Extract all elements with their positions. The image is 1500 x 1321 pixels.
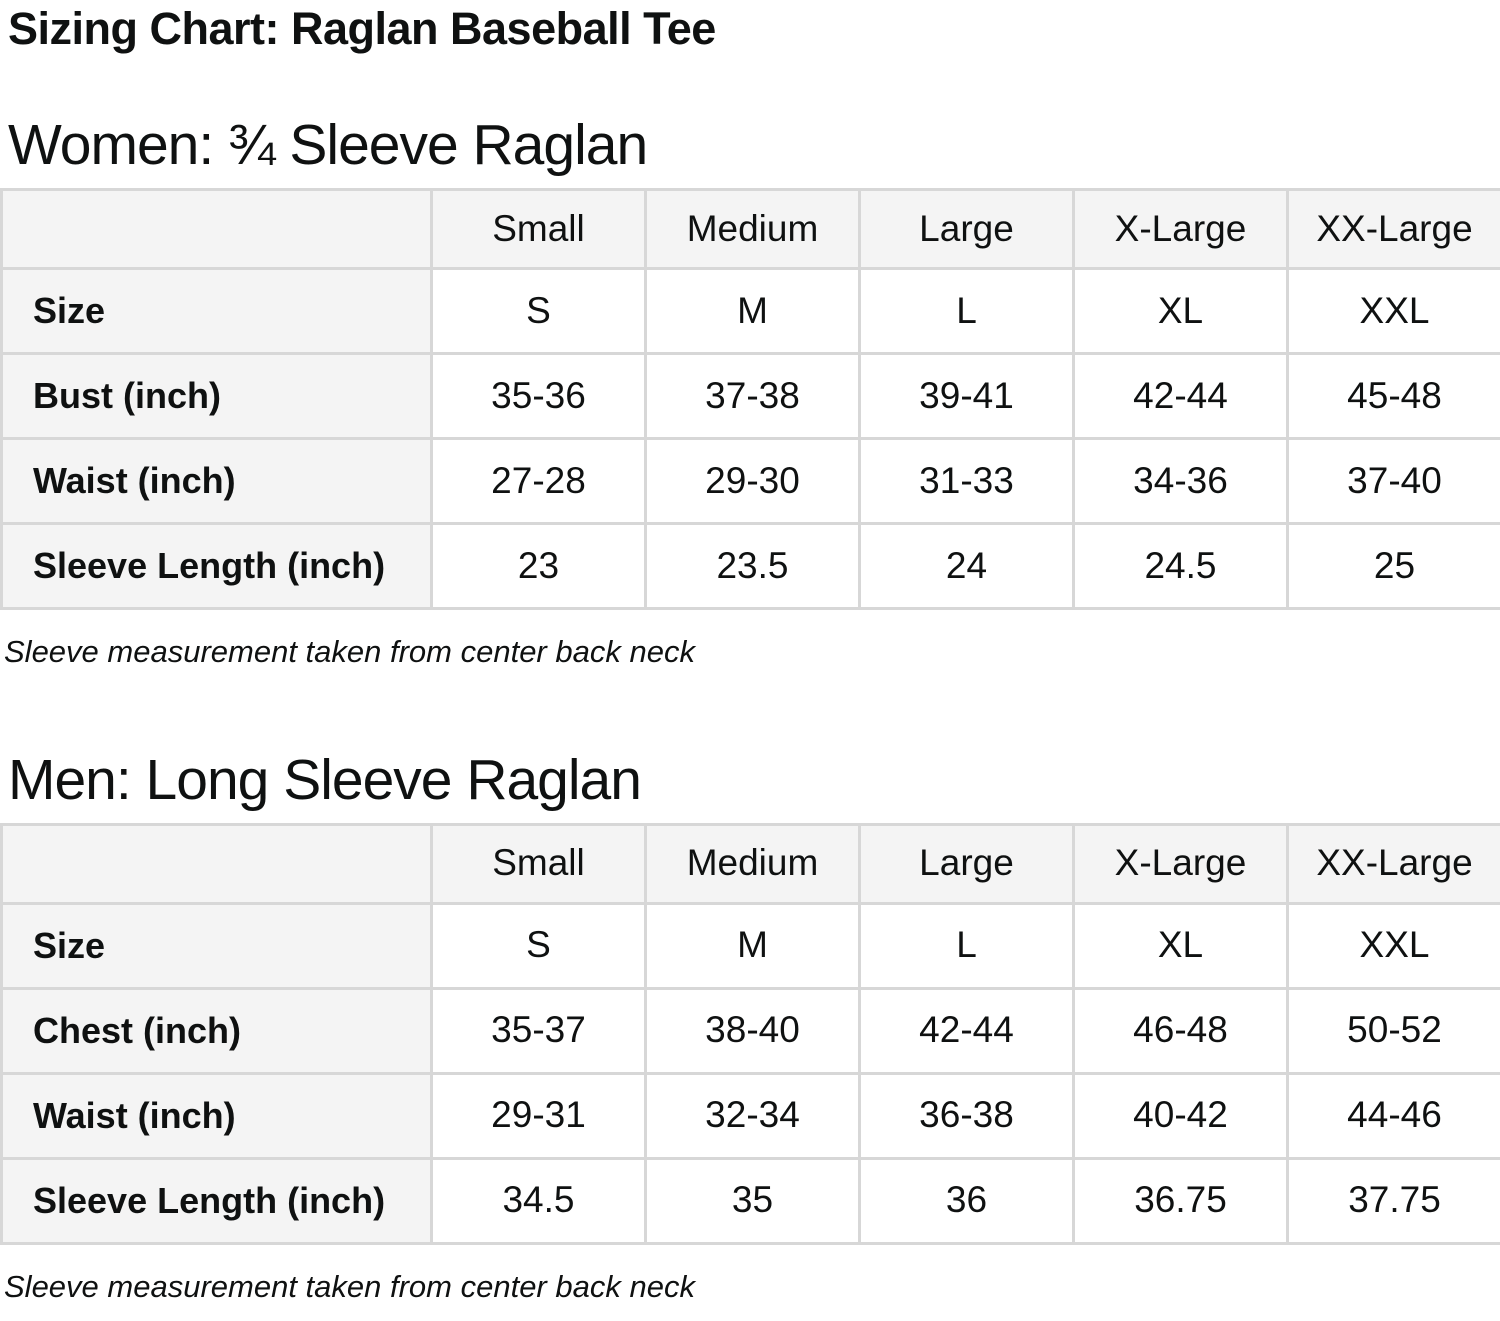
table-cell: 36.75 — [1074, 1158, 1288, 1243]
table-cell: 36 — [860, 1158, 1074, 1243]
table-cell: 32-34 — [646, 1073, 860, 1158]
women-row-bust: Bust (inch) 35-36 37-38 39-41 42-44 45-4… — [2, 354, 1500, 439]
table-cell: 37-40 — [1288, 439, 1500, 524]
table-cell: XXL — [1288, 269, 1500, 354]
column-header-xlarge: X-Large — [1074, 190, 1288, 269]
table-cell: 34-36 — [1074, 439, 1288, 524]
table-cell: S — [432, 903, 646, 988]
table-cell: 35 — [646, 1158, 860, 1243]
column-header-xlarge: X-Large — [1074, 824, 1288, 903]
row-label-bust: Bust (inch) — [2, 354, 432, 439]
table-cell: 35-36 — [432, 354, 646, 439]
table-cell: XXL — [1288, 903, 1500, 988]
table-cell: 23.5 — [646, 524, 860, 609]
table-cell: XL — [1074, 269, 1288, 354]
table-cell: 46-48 — [1074, 988, 1288, 1073]
table-cell: 31-33 — [860, 439, 1074, 524]
table-cell: 25 — [1288, 524, 1500, 609]
women-header-row: Small Medium Large X-Large XX-Large — [2, 190, 1500, 269]
column-header-small: Small — [432, 824, 646, 903]
women-section: Women: ¾ Sleeve Raglan Small Medium Larg… — [0, 117, 1500, 670]
table-cell: M — [646, 269, 860, 354]
women-size-table: Small Medium Large X-Large XX-Large Size… — [0, 188, 1500, 610]
table-cell: 42-44 — [860, 988, 1074, 1073]
women-row-sleeve-length: Sleeve Length (inch) 23 23.5 24 24.5 25 — [2, 524, 1500, 609]
corner-cell — [2, 824, 432, 903]
column-header-medium: Medium — [646, 190, 860, 269]
table-cell: 24.5 — [1074, 524, 1288, 609]
table-cell: 29-31 — [432, 1073, 646, 1158]
men-size-table: Small Medium Large X-Large XX-Large Size… — [0, 823, 1500, 1245]
table-cell: 39-41 — [860, 354, 1074, 439]
table-cell: 34.5 — [432, 1158, 646, 1243]
men-sleeve-note: Sleeve measurement taken from center bac… — [4, 1269, 1500, 1305]
table-cell: 38-40 — [646, 988, 860, 1073]
men-row-chest: Chest (inch) 35-37 38-40 42-44 46-48 50-… — [2, 988, 1500, 1073]
column-header-small: Small — [432, 190, 646, 269]
table-cell: 24 — [860, 524, 1074, 609]
table-cell: M — [646, 903, 860, 988]
row-label-waist: Waist (inch) — [2, 1073, 432, 1158]
men-section: Men: Long Sleeve Raglan Small Medium Lar… — [0, 752, 1500, 1305]
row-label-size: Size — [2, 903, 432, 988]
women-sleeve-note: Sleeve measurement taken from center bac… — [4, 634, 1500, 670]
men-section-heading: Men: Long Sleeve Raglan — [8, 752, 1500, 809]
column-header-medium: Medium — [646, 824, 860, 903]
column-header-large: Large — [860, 190, 1074, 269]
table-cell: L — [860, 903, 1074, 988]
column-header-large: Large — [860, 824, 1074, 903]
table-cell: 23 — [432, 524, 646, 609]
table-cell: XL — [1074, 903, 1288, 988]
row-label-sleeve-length: Sleeve Length (inch) — [2, 1158, 432, 1243]
table-cell: 35-37 — [432, 988, 646, 1073]
corner-cell — [2, 190, 432, 269]
row-label-waist: Waist (inch) — [2, 439, 432, 524]
table-cell: 36-38 — [860, 1073, 1074, 1158]
column-header-xxlarge: XX-Large — [1288, 824, 1500, 903]
men-header-row: Small Medium Large X-Large XX-Large — [2, 824, 1500, 903]
row-label-chest: Chest (inch) — [2, 988, 432, 1073]
men-row-waist: Waist (inch) 29-31 32-34 36-38 40-42 44-… — [2, 1073, 1500, 1158]
row-label-sleeve-length: Sleeve Length (inch) — [2, 524, 432, 609]
table-cell: L — [860, 269, 1074, 354]
table-cell: 42-44 — [1074, 354, 1288, 439]
table-cell: 40-42 — [1074, 1073, 1288, 1158]
table-cell: 29-30 — [646, 439, 860, 524]
table-cell: 44-46 — [1288, 1073, 1500, 1158]
table-cell: 37-38 — [646, 354, 860, 439]
men-row-sleeve-length: Sleeve Length (inch) 34.5 35 36 36.75 37… — [2, 1158, 1500, 1243]
table-cell: 50-52 — [1288, 988, 1500, 1073]
table-cell: S — [432, 269, 646, 354]
page-title: Sizing Chart: Raglan Baseball Tee — [8, 6, 1500, 51]
sizing-chart-page: Sizing Chart: Raglan Baseball Tee Women:… — [0, 6, 1500, 1304]
women-row-size: Size S M L XL XXL — [2, 269, 1500, 354]
row-label-size: Size — [2, 269, 432, 354]
column-header-xxlarge: XX-Large — [1288, 190, 1500, 269]
women-row-waist: Waist (inch) 27-28 29-30 31-33 34-36 37-… — [2, 439, 1500, 524]
men-row-size: Size S M L XL XXL — [2, 903, 1500, 988]
table-cell: 27-28 — [432, 439, 646, 524]
women-section-heading: Women: ¾ Sleeve Raglan — [8, 117, 1500, 174]
table-cell: 45-48 — [1288, 354, 1500, 439]
table-cell: 37.75 — [1288, 1158, 1500, 1243]
